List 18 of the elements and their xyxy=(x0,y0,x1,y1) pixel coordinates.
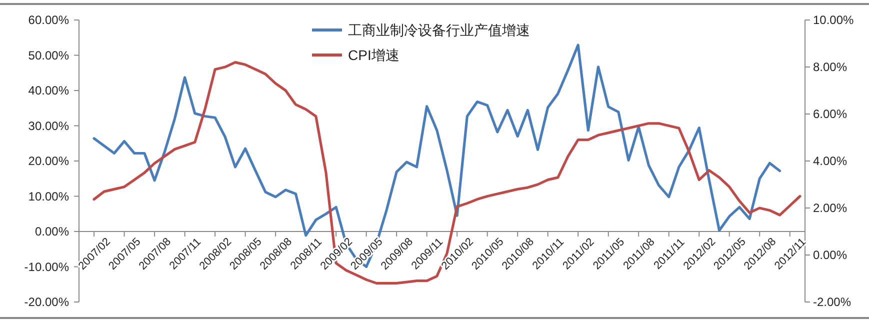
y-tick-label: -20.00% xyxy=(24,295,70,310)
y2-tick-label: -2.00% xyxy=(813,295,852,310)
y-tick-label: 50.00% xyxy=(28,48,70,62)
y-tick-label: 20.00% xyxy=(28,154,70,168)
y2-tick-label: 2.00% xyxy=(813,201,848,216)
y-tick-label: 0.00% xyxy=(34,224,70,239)
y2-tick-label: 6.00% xyxy=(813,107,848,122)
y2-tick-label: 4.00% xyxy=(813,154,848,168)
legend-label: CPI增速 xyxy=(348,46,400,63)
y-tick-label: 40.00% xyxy=(28,84,70,98)
legend-label: 工商业制冷设备行业产值增速 xyxy=(348,22,530,38)
y2-tick-label: 8.00% xyxy=(813,60,848,74)
y2-tick-label: 0.00% xyxy=(813,248,848,262)
y-tick-label: 30.00% xyxy=(28,118,70,133)
y-tick-label: 60.00% xyxy=(28,13,70,28)
y-tick-label: 10.00% xyxy=(28,189,70,204)
y-tick-label: -10.00% xyxy=(24,260,70,274)
y2-tick-label: 10.00% xyxy=(813,13,854,28)
